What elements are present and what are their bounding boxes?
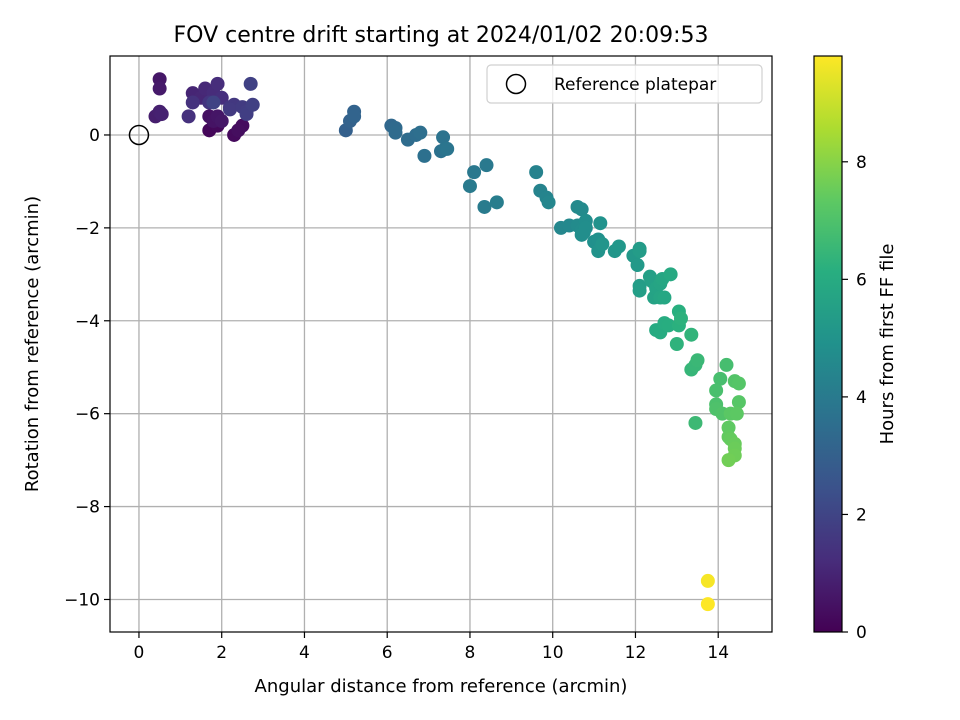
- x-axis-label: Angular distance from reference (arcmin): [255, 676, 628, 697]
- y-tick-label: 0: [89, 126, 100, 146]
- data-point: [630, 258, 645, 273]
- legend-label: Reference platepar: [554, 75, 716, 95]
- data-point: [436, 130, 451, 145]
- data-point: [152, 81, 167, 96]
- data-point: [479, 158, 494, 173]
- data-point: [388, 125, 403, 140]
- data-point: [467, 165, 482, 180]
- data-point: [413, 125, 428, 140]
- colorbar-ticks: 0 2 4 6 8: [842, 153, 867, 643]
- data-point: [632, 283, 647, 298]
- colorbar-label: Hours from first FF file: [877, 244, 898, 445]
- data-point: [347, 109, 362, 124]
- data-point: [185, 95, 200, 110]
- data-point: [489, 195, 504, 210]
- colorbar-tick-label: 0: [856, 623, 867, 643]
- colorbar-tick-label: 8: [856, 153, 867, 173]
- data-point: [574, 227, 589, 242]
- data-point: [243, 76, 258, 91]
- data-point: [688, 415, 703, 430]
- data-point: [713, 371, 728, 386]
- y-tick-label: −8: [75, 498, 100, 518]
- data-point: [574, 202, 589, 217]
- data-point: [700, 597, 715, 612]
- data-point: [684, 327, 699, 342]
- data-point: [669, 337, 684, 351]
- x-tick-label: 10: [542, 643, 564, 663]
- reference-platepar-marker: [128, 124, 150, 146]
- x-tick-label: 8: [465, 643, 476, 663]
- x-tick-label: 4: [299, 643, 310, 663]
- data-point: [154, 107, 169, 122]
- data-point: [214, 114, 229, 129]
- data-point: [595, 237, 610, 252]
- y-tick-label: −4: [75, 312, 100, 332]
- data-point: [206, 95, 221, 110]
- data-point: [719, 357, 734, 372]
- data-point: [462, 179, 477, 194]
- data-point: [222, 102, 237, 117]
- data-point: [181, 109, 196, 124]
- data-point: [673, 311, 688, 326]
- scatter-points: [148, 72, 746, 612]
- data-point: [541, 195, 556, 210]
- legend: Reference platepar: [486, 64, 763, 104]
- colorbar: [813, 55, 843, 633]
- data-point: [661, 318, 676, 333]
- data-point: [709, 383, 724, 398]
- data-point: [657, 290, 672, 305]
- x-tick-label: 6: [382, 643, 393, 663]
- data-point: [731, 395, 746, 410]
- x-tick-label: 14: [707, 643, 729, 663]
- data-point: [593, 216, 608, 231]
- y-axis-label: Rotation from reference (arcmin): [22, 196, 43, 492]
- y-tick-label: −10: [64, 590, 100, 610]
- y-tick-label: −2: [75, 219, 100, 239]
- data-point: [417, 148, 432, 163]
- colorbar-tick-label: 2: [856, 505, 867, 525]
- data-point: [440, 141, 455, 156]
- data-point: [477, 199, 492, 214]
- data-point: [729, 406, 744, 421]
- data-point: [632, 244, 647, 259]
- plot-area-frame: [109, 55, 773, 633]
- grid: [110, 56, 772, 632]
- legend-box: [486, 64, 763, 104]
- colorbar-tick-label: 4: [856, 388, 867, 408]
- legend-marker: [505, 73, 527, 95]
- data-point: [611, 239, 626, 254]
- y-tick-label: −6: [75, 405, 100, 425]
- data-point: [690, 353, 705, 368]
- data-point: [700, 573, 715, 588]
- data-point: [731, 376, 746, 391]
- data-point: [210, 76, 225, 91]
- x-tick-label: 2: [216, 643, 227, 663]
- data-point: [245, 97, 260, 112]
- axis-ticks: 0 2 4 6 8 10 12 14 0 −2 −4 −6 −8 −10: [64, 126, 729, 663]
- data-point: [663, 267, 678, 282]
- x-tick-label: 12: [625, 643, 647, 663]
- data-point: [721, 453, 736, 468]
- colorbar-tick-label: 6: [856, 270, 867, 290]
- data-point: [231, 123, 246, 138]
- data-point: [529, 165, 544, 180]
- x-tick-label: 0: [134, 643, 145, 663]
- chart-title: FOV centre drift starting at 2024/01/02 …: [174, 23, 709, 48]
